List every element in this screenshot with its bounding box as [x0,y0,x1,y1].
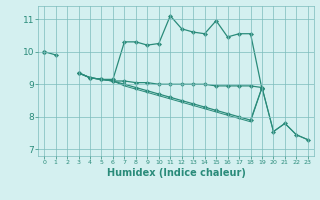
X-axis label: Humidex (Indice chaleur): Humidex (Indice chaleur) [107,168,245,178]
